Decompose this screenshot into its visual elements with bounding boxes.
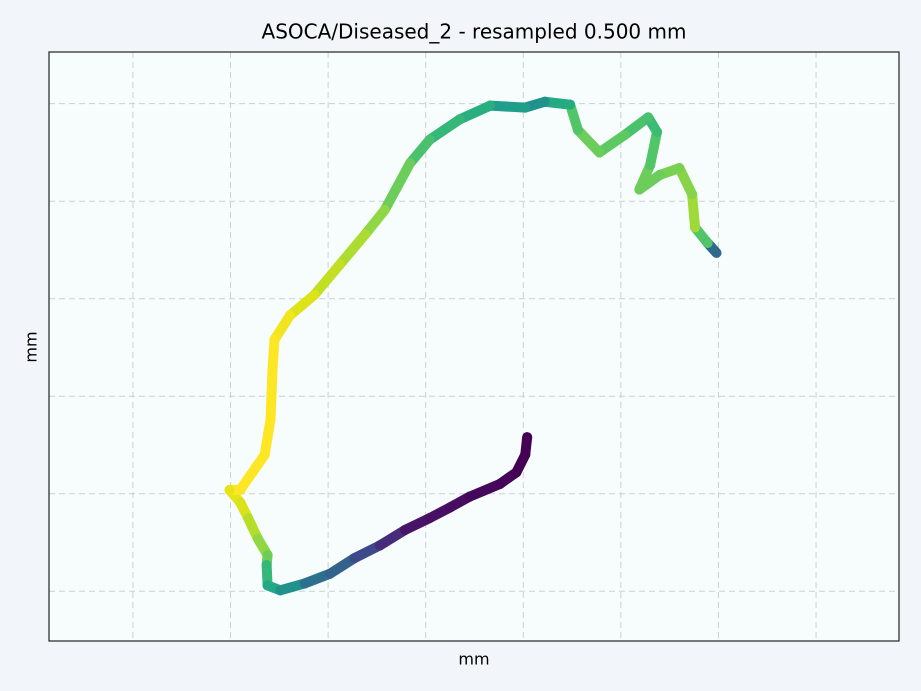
point: [334, 259, 345, 270]
curve-segment: [285, 289, 320, 321]
curve-segment: [485, 100, 531, 113]
point: [325, 568, 336, 579]
point: [267, 364, 278, 375]
point: [674, 163, 685, 174]
point: [445, 502, 456, 513]
point: [261, 559, 272, 570]
point: [687, 189, 698, 200]
curve-segment: [594, 129, 630, 158]
y-axis-label: mm: [22, 331, 41, 362]
point: [252, 533, 263, 544]
point: [275, 585, 286, 596]
point: [634, 184, 645, 195]
plot-frame: [48, 51, 900, 642]
point: [572, 125, 583, 136]
point: [262, 580, 273, 591]
point: [565, 99, 576, 110]
point: [539, 96, 550, 107]
curve-segment: [309, 259, 345, 300]
point: [713, 249, 721, 257]
point: [405, 158, 416, 169]
curve-segment: [360, 204, 390, 240]
point: [285, 310, 296, 321]
point: [522, 432, 533, 443]
curve-segment: [235, 449, 270, 495]
curve-segment: [454, 100, 496, 125]
curve: [224, 96, 722, 596]
curve-segment: [267, 334, 280, 375]
point: [520, 102, 531, 113]
point: [594, 147, 605, 158]
point: [643, 112, 654, 123]
point: [299, 578, 310, 589]
grid: [49, 52, 899, 641]
curve-segment: [645, 126, 662, 171]
point: [702, 238, 713, 249]
curve-segment: [265, 364, 278, 425]
curve-segment: [424, 114, 465, 145]
point: [654, 169, 665, 180]
point: [349, 553, 360, 564]
point: [651, 126, 662, 137]
point: [309, 289, 320, 300]
point: [265, 414, 276, 425]
point: [511, 467, 522, 478]
point: [235, 497, 246, 508]
point: [235, 484, 246, 495]
curve-segment: [334, 229, 371, 270]
point: [360, 229, 371, 240]
point: [379, 204, 390, 215]
point: [619, 129, 630, 140]
x-axis-label: mm: [458, 650, 489, 669]
point: [259, 449, 270, 460]
point: [454, 114, 465, 125]
point: [224, 484, 235, 495]
curve-segment: [687, 189, 701, 233]
curve-segment: [464, 478, 505, 502]
point: [690, 222, 701, 233]
curve-segment: [405, 134, 435, 169]
plot-area: [49, 52, 899, 641]
point: [645, 160, 656, 171]
curve-segment: [572, 125, 605, 158]
point: [485, 100, 496, 111]
point: [243, 513, 254, 524]
chart-title: ASOCA/Diseased_2 - resampled 0.500 mm: [262, 20, 687, 44]
curve-segment: [259, 414, 276, 460]
point: [269, 334, 280, 345]
point: [464, 491, 475, 502]
point: [494, 478, 505, 489]
point: [520, 449, 531, 460]
point: [262, 550, 273, 561]
point: [400, 524, 411, 535]
point: [374, 540, 385, 551]
curve-segment: [379, 158, 416, 215]
point: [424, 513, 435, 524]
point: [424, 134, 435, 145]
